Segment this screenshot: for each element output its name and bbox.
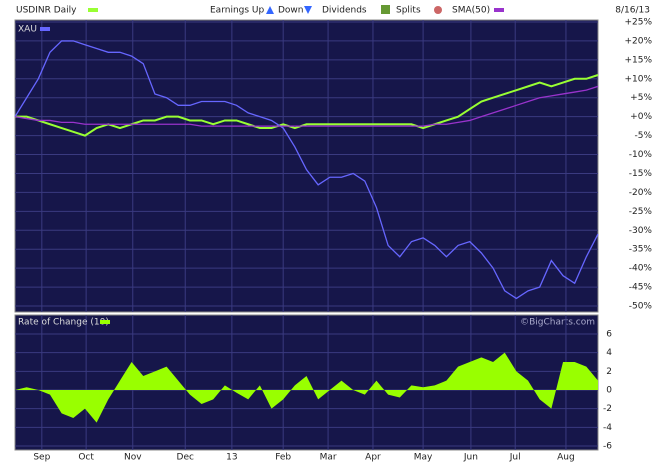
legend-swatch: [494, 8, 504, 12]
x-tick-label: Mar: [320, 453, 337, 463]
x-tick-label: 13: [226, 453, 237, 463]
x-tick-label: Oct: [78, 453, 94, 463]
series-line: [14, 40, 599, 300]
y-tick-label: -45%: [629, 283, 653, 293]
series-line: [14, 85, 599, 127]
x-tick-label: Jun: [463, 453, 478, 463]
event-icon: [434, 6, 442, 14]
y-tick-label: -5%: [634, 131, 652, 141]
y-tick-label: +5%: [630, 93, 652, 103]
y-tick-label: +15%: [624, 55, 652, 65]
event-label: Splits: [396, 6, 421, 16]
x-tick-label: May: [414, 453, 433, 463]
y-tick-label: -30%: [629, 226, 653, 236]
y-tick-label: -4: [603, 423, 612, 433]
legend-label: SMA(50): [452, 6, 490, 16]
legend-label: XAU: [18, 25, 37, 35]
event-label: Down: [278, 6, 304, 16]
y-tick-label: 6: [606, 330, 612, 340]
main-panel: [14, 19, 599, 313]
y-tick-label: -50%: [629, 302, 653, 312]
x-tick-label: Aug: [557, 453, 575, 463]
y-tick-label: -10%: [629, 150, 653, 160]
date: 8/16/13: [615, 6, 650, 16]
y-tick-label: 2: [606, 367, 612, 377]
event-label: Dividends: [322, 6, 367, 16]
legend-label: USDINR Daily: [16, 6, 77, 16]
y-tick-label: -20%: [629, 188, 653, 198]
source: ©BigCharts.com: [520, 318, 595, 328]
event-icon: [304, 6, 312, 14]
y-tick-label: 0: [606, 386, 612, 396]
x-tick-label: Sep: [33, 453, 50, 463]
event-label: Earnings Up: [210, 6, 265, 16]
x-tick-label: Feb: [275, 453, 291, 463]
x-tick-label: Dec: [177, 453, 194, 463]
legend-swatch: [40, 27, 50, 31]
y-tick-label: +20%: [624, 36, 652, 46]
y-tick-label: -35%: [629, 245, 653, 255]
y-tick-label: +0%: [630, 112, 652, 122]
event-icon: [381, 5, 390, 14]
legend-swatch: [100, 320, 110, 324]
legend-swatch: [88, 8, 98, 12]
x-tick-label: Apr: [365, 453, 381, 463]
series-line: [15, 74, 599, 137]
legend-label: Rate of Change (10): [18, 318, 109, 328]
series-area: [15, 352, 598, 423]
x-tick-label: Jul: [509, 453, 521, 463]
x-tick-label: Nov: [124, 453, 142, 463]
y-tick-label: -40%: [629, 264, 653, 274]
y-tick-label: +10%: [624, 74, 652, 84]
y-tick-label: +25%: [624, 18, 652, 28]
y-tick-label: -25%: [629, 207, 653, 217]
y-tick-label: -2: [603, 404, 612, 414]
y-tick-label: 4: [606, 348, 612, 358]
event-icon: [266, 6, 274, 14]
y-tick-label: -6: [603, 442, 612, 452]
y-tick-label: -15%: [629, 169, 653, 179]
